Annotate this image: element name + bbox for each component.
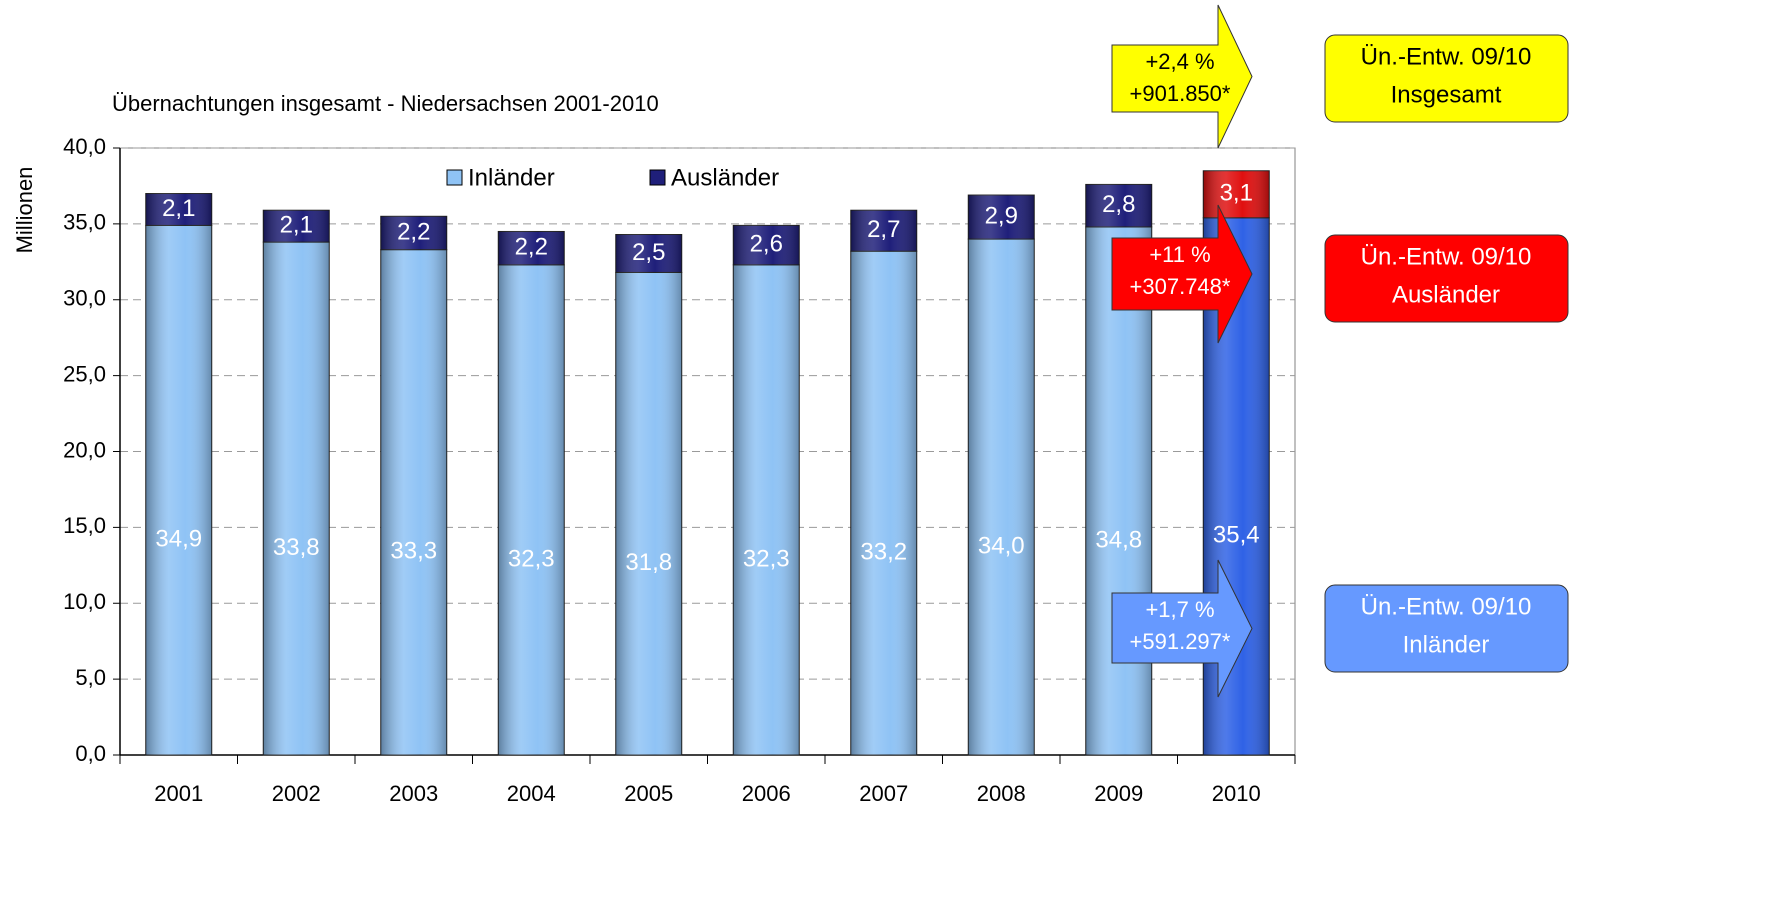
- data-label: 2,2: [515, 233, 548, 260]
- data-label: 33,3: [390, 538, 437, 565]
- data-label: 2,8: [1102, 191, 1135, 218]
- bar-shade: [263, 242, 330, 755]
- info-box-text: Insgesamt: [1391, 81, 1502, 108]
- y-tick-label: 10,0: [63, 589, 106, 614]
- legend-label: Ausländer: [671, 164, 779, 191]
- y-tick-label: 40,0: [63, 134, 106, 159]
- bar-shade: [615, 272, 682, 755]
- y-tick-label: 35,0: [63, 210, 106, 235]
- bar-shade: [263, 210, 330, 243]
- bar-shade: [1085, 184, 1152, 227]
- x-tick-label: 2008: [977, 781, 1026, 806]
- data-label: 34,8: [1095, 526, 1142, 553]
- info-box: [1324, 234, 1569, 323]
- bar-shade: [1203, 170, 1270, 218]
- bar-shade: [850, 251, 917, 755]
- annotation-text: +1,7 %: [1145, 597, 1214, 622]
- annotation-text: +901.850*: [1130, 81, 1231, 106]
- data-label: 33,8: [273, 534, 320, 561]
- info-box: [1324, 584, 1569, 673]
- y-axis-label: Millionen: [12, 167, 37, 254]
- data-label: 2,6: [750, 230, 783, 257]
- bar-shade: [380, 216, 447, 250]
- data-label: 2,5: [632, 239, 665, 266]
- legend-label: Inländer: [468, 164, 555, 191]
- x-tick-label: 2005: [624, 781, 673, 806]
- annotation-text: +307.748*: [1130, 274, 1231, 299]
- data-label: 32,3: [508, 545, 555, 572]
- annotation-arrow: [1111, 559, 1253, 698]
- bar-shade: [733, 225, 800, 265]
- data-label: 35,4: [1213, 522, 1260, 549]
- bar-shade: [733, 264, 800, 755]
- legend-swatch: [649, 169, 666, 186]
- x-tick-label: 2004: [507, 781, 556, 806]
- data-label: 2,2: [397, 218, 430, 245]
- info-box-text: Ün.-Entw. 09/10: [1361, 243, 1532, 270]
- data-label: 31,8: [625, 549, 672, 576]
- x-tick-label: 2009: [1094, 781, 1143, 806]
- data-label: 32,3: [743, 545, 790, 572]
- info-box-text: Ün.-Entw. 09/10: [1361, 593, 1532, 620]
- y-tick-label: 20,0: [63, 437, 106, 462]
- info-box-text: Inländer: [1403, 631, 1490, 658]
- bar-shade: [145, 225, 212, 755]
- bar-shade: [968, 239, 1035, 756]
- data-label: 34,0: [978, 532, 1025, 559]
- y-tick-label: 30,0: [63, 286, 106, 311]
- legend-swatch: [446, 169, 463, 186]
- data-label: 2,7: [867, 216, 900, 243]
- info-box: [1324, 34, 1569, 123]
- annotation-text: +2,4 %: [1145, 49, 1214, 74]
- x-tick-label: 2002: [272, 781, 321, 806]
- data-label: 3,1: [1220, 180, 1253, 207]
- bar-shade: [850, 210, 917, 252]
- bar-shade: [498, 264, 565, 755]
- x-tick-label: 2010: [1212, 781, 1261, 806]
- x-tick-label: 2006: [742, 781, 791, 806]
- x-tick-label: 2001: [154, 781, 203, 806]
- y-tick-label: 0,0: [75, 741, 106, 766]
- data-label: 33,2: [860, 538, 907, 565]
- bar-shade: [1085, 226, 1152, 755]
- x-tick-label: 2003: [389, 781, 438, 806]
- bar-shade: [498, 231, 565, 265]
- data-label: 2,1: [280, 211, 313, 238]
- annotation-arrow: [1111, 204, 1253, 344]
- chart-title: Übernachtungen insgesamt - Niedersachsen…: [112, 91, 659, 116]
- y-tick-label: 25,0: [63, 361, 106, 386]
- data-label: 34,9: [155, 526, 202, 553]
- info-box-text: Ün.-Entw. 09/10: [1361, 43, 1532, 70]
- annotation-text: +591.297*: [1130, 629, 1231, 654]
- bar-shade: [380, 249, 447, 756]
- annotation-arrow: [1111, 4, 1253, 149]
- y-tick-label: 5,0: [75, 665, 106, 690]
- annotation-text: +11 %: [1149, 242, 1210, 267]
- data-label: 2,9: [985, 202, 1018, 229]
- bar-shade: [615, 234, 682, 273]
- info-box-text: Ausländer: [1392, 281, 1500, 308]
- bar-shade: [968, 195, 1035, 240]
- data-label: 2,1: [162, 195, 195, 222]
- y-tick-label: 15,0: [63, 513, 106, 538]
- bar-shade: [145, 193, 212, 226]
- x-tick-label: 2007: [859, 781, 908, 806]
